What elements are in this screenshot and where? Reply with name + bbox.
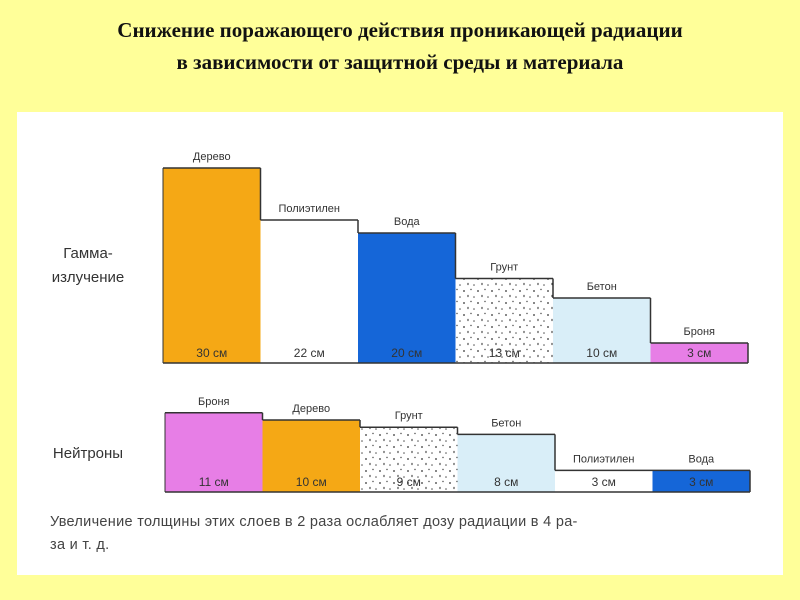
bar bbox=[652, 470, 750, 492]
slide-title-line-1: Снижение поражающего действия проникающе… bbox=[117, 18, 683, 42]
note-line-2: за и т. д. bbox=[50, 537, 110, 553]
value-label: 20 см bbox=[391, 346, 422, 360]
value-label: 10 см bbox=[296, 475, 327, 489]
bar bbox=[262, 420, 360, 492]
bar bbox=[555, 470, 653, 492]
bar bbox=[360, 427, 458, 492]
bar bbox=[358, 233, 456, 363]
value-label: 30 см bbox=[196, 346, 227, 360]
row-label: Гамма- bbox=[63, 245, 113, 262]
bar bbox=[165, 412, 263, 492]
row-label: излучение bbox=[52, 269, 125, 286]
value-label: 3 см bbox=[689, 475, 713, 489]
bar bbox=[260, 220, 358, 363]
bar bbox=[455, 278, 553, 363]
category-label: Грунт bbox=[490, 262, 518, 274]
bar bbox=[457, 434, 555, 492]
value-label: 8 см bbox=[494, 475, 518, 489]
bar bbox=[163, 168, 261, 363]
category-label: Грунт bbox=[395, 410, 423, 422]
category-label: Бетон bbox=[587, 281, 617, 293]
value-label: 11 см bbox=[199, 475, 229, 489]
value-label: 3 см bbox=[592, 475, 616, 489]
category-label: Броня bbox=[684, 326, 716, 338]
category-label: Бетон bbox=[491, 417, 521, 429]
category-label: Вода bbox=[394, 216, 421, 228]
value-label: 13 см bbox=[489, 346, 520, 360]
note-line-1: Увеличение толщины этих слоев в 2 раза о… bbox=[50, 514, 578, 530]
bar bbox=[650, 343, 748, 363]
category-label: Дерево bbox=[193, 151, 231, 163]
category-label: Полиэтилен bbox=[573, 453, 635, 465]
category-label: Полиэтилен bbox=[278, 203, 340, 215]
value-label: 22 см bbox=[294, 346, 325, 360]
slide-title-line-2: в зависимости от защитной среды и матери… bbox=[176, 50, 624, 74]
category-label: Дерево bbox=[292, 403, 330, 415]
category-label: Броня bbox=[198, 396, 230, 408]
category-label: Вода bbox=[688, 453, 715, 465]
value-label: 10 см bbox=[586, 346, 617, 360]
value-label: 3 см bbox=[687, 346, 711, 360]
bar bbox=[553, 298, 651, 363]
value-label: 9 см bbox=[397, 475, 421, 489]
row-label: Нейтроны bbox=[53, 445, 123, 462]
